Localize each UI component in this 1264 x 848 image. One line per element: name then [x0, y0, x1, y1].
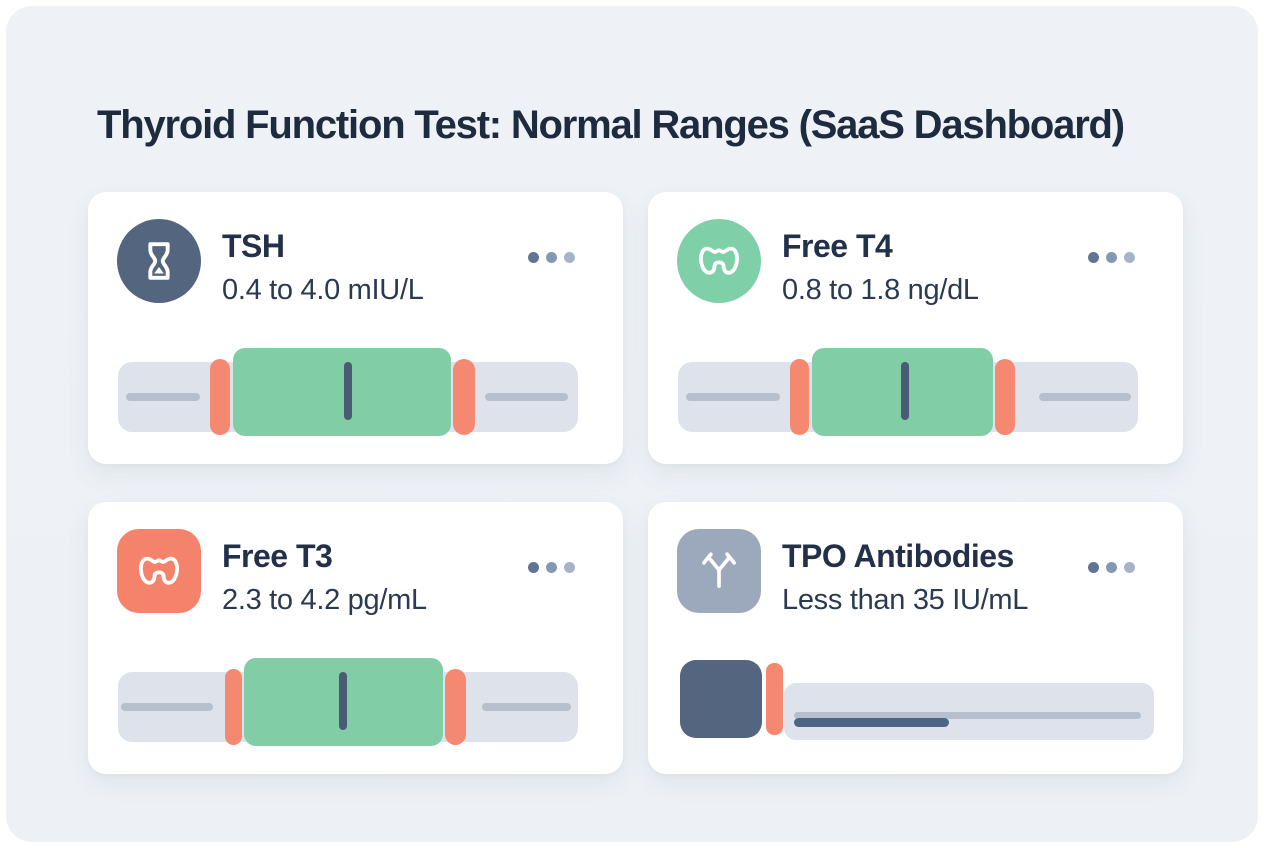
ellipsis-dot: [1124, 562, 1135, 573]
card-range-value: 0.4 to 4.0 mIU/L: [222, 274, 424, 306]
ellipsis-menu-button[interactable]: [524, 558, 579, 577]
thyroid-icon: [117, 529, 201, 613]
hourglass-icon: [117, 219, 201, 303]
card-tsh: TSH 0.4 to 4.0 mIU/L: [88, 192, 623, 464]
card-range-value: Less than 35 IU/mL: [782, 584, 1029, 616]
ellipsis-dot: [564, 252, 575, 263]
card-range-value: 2.3 to 4.2 pg/mL: [222, 584, 427, 616]
card-tpo-antibodies: TPO Antibodies Less than 35 IU/mL: [648, 502, 1183, 774]
ellipsis-dot: [546, 252, 557, 263]
ellipsis-dot: [1106, 252, 1117, 263]
threshold-block: [680, 660, 762, 738]
dashboard-panel: Thyroid Function Test: Normal Ranges (Sa…: [6, 6, 1258, 842]
thyroid-icon: [677, 219, 761, 303]
page-title: Thyroid Function Test: Normal Ranges (Sa…: [97, 102, 1125, 147]
ellipsis-menu-button[interactable]: [1084, 248, 1139, 267]
card-range-value: 0.8 to 1.8 ng/dL: [782, 274, 979, 306]
ellipsis-dot: [1088, 252, 1099, 263]
low-bound-marker: [225, 669, 242, 745]
card-free-t4: Free T4 0.8 to 1.8 ng/dL: [648, 192, 1183, 464]
low-bound-marker: [790, 359, 809, 435]
ellipsis-dot: [564, 562, 575, 573]
track-right-line: [485, 393, 568, 401]
ellipsis-dot: [528, 562, 539, 573]
ellipsis-dot: [1124, 252, 1135, 263]
range-slider[interactable]: [118, 658, 578, 746]
value-tick: [338, 672, 347, 730]
threshold-slider[interactable]: [784, 683, 1154, 740]
track-right-line: [1038, 393, 1131, 401]
track-left-line: [125, 393, 200, 401]
range-slider[interactable]: [678, 348, 1138, 436]
high-bound-marker: [452, 359, 475, 435]
antibody-icon: [677, 529, 761, 613]
card-title: Free T3: [222, 538, 333, 574]
track-left-line: [686, 393, 781, 401]
card-title: TSH: [222, 228, 285, 264]
ellipsis-menu-button[interactable]: [524, 248, 579, 267]
high-bound-marker: [994, 359, 1016, 435]
threshold-bound-marker: [766, 663, 783, 735]
ellipsis-menu-button[interactable]: [1084, 558, 1139, 577]
ellipsis-dot: [528, 252, 539, 263]
value-tick: [901, 362, 910, 420]
track-right-line: [481, 703, 571, 711]
ellipsis-dot: [1106, 562, 1117, 573]
card-title: TPO Antibodies: [782, 538, 1014, 574]
value-line: [793, 718, 949, 727]
ellipsis-dot: [1088, 562, 1099, 573]
high-bound-marker: [445, 669, 466, 745]
card-header: TPO Antibodies Less than 35 IU/mL: [782, 538, 1028, 616]
card-free-t3: Free T3 2.3 to 4.2 pg/mL: [88, 502, 623, 774]
ellipsis-dot: [546, 562, 557, 573]
value-tick: [344, 362, 353, 420]
normal-range-band: [233, 348, 451, 436]
card-title: Free T4: [782, 228, 893, 264]
track-base-line: [793, 712, 1142, 719]
low-bound-marker: [210, 359, 230, 435]
track-left-line: [121, 703, 214, 711]
card-header: TSH 0.4 to 4.0 mIU/L: [222, 228, 424, 306]
card-header: Free T4 0.8 to 1.8 ng/dL: [782, 228, 979, 306]
card-header: Free T3 2.3 to 4.2 pg/mL: [222, 538, 427, 616]
range-slider[interactable]: [118, 348, 578, 436]
